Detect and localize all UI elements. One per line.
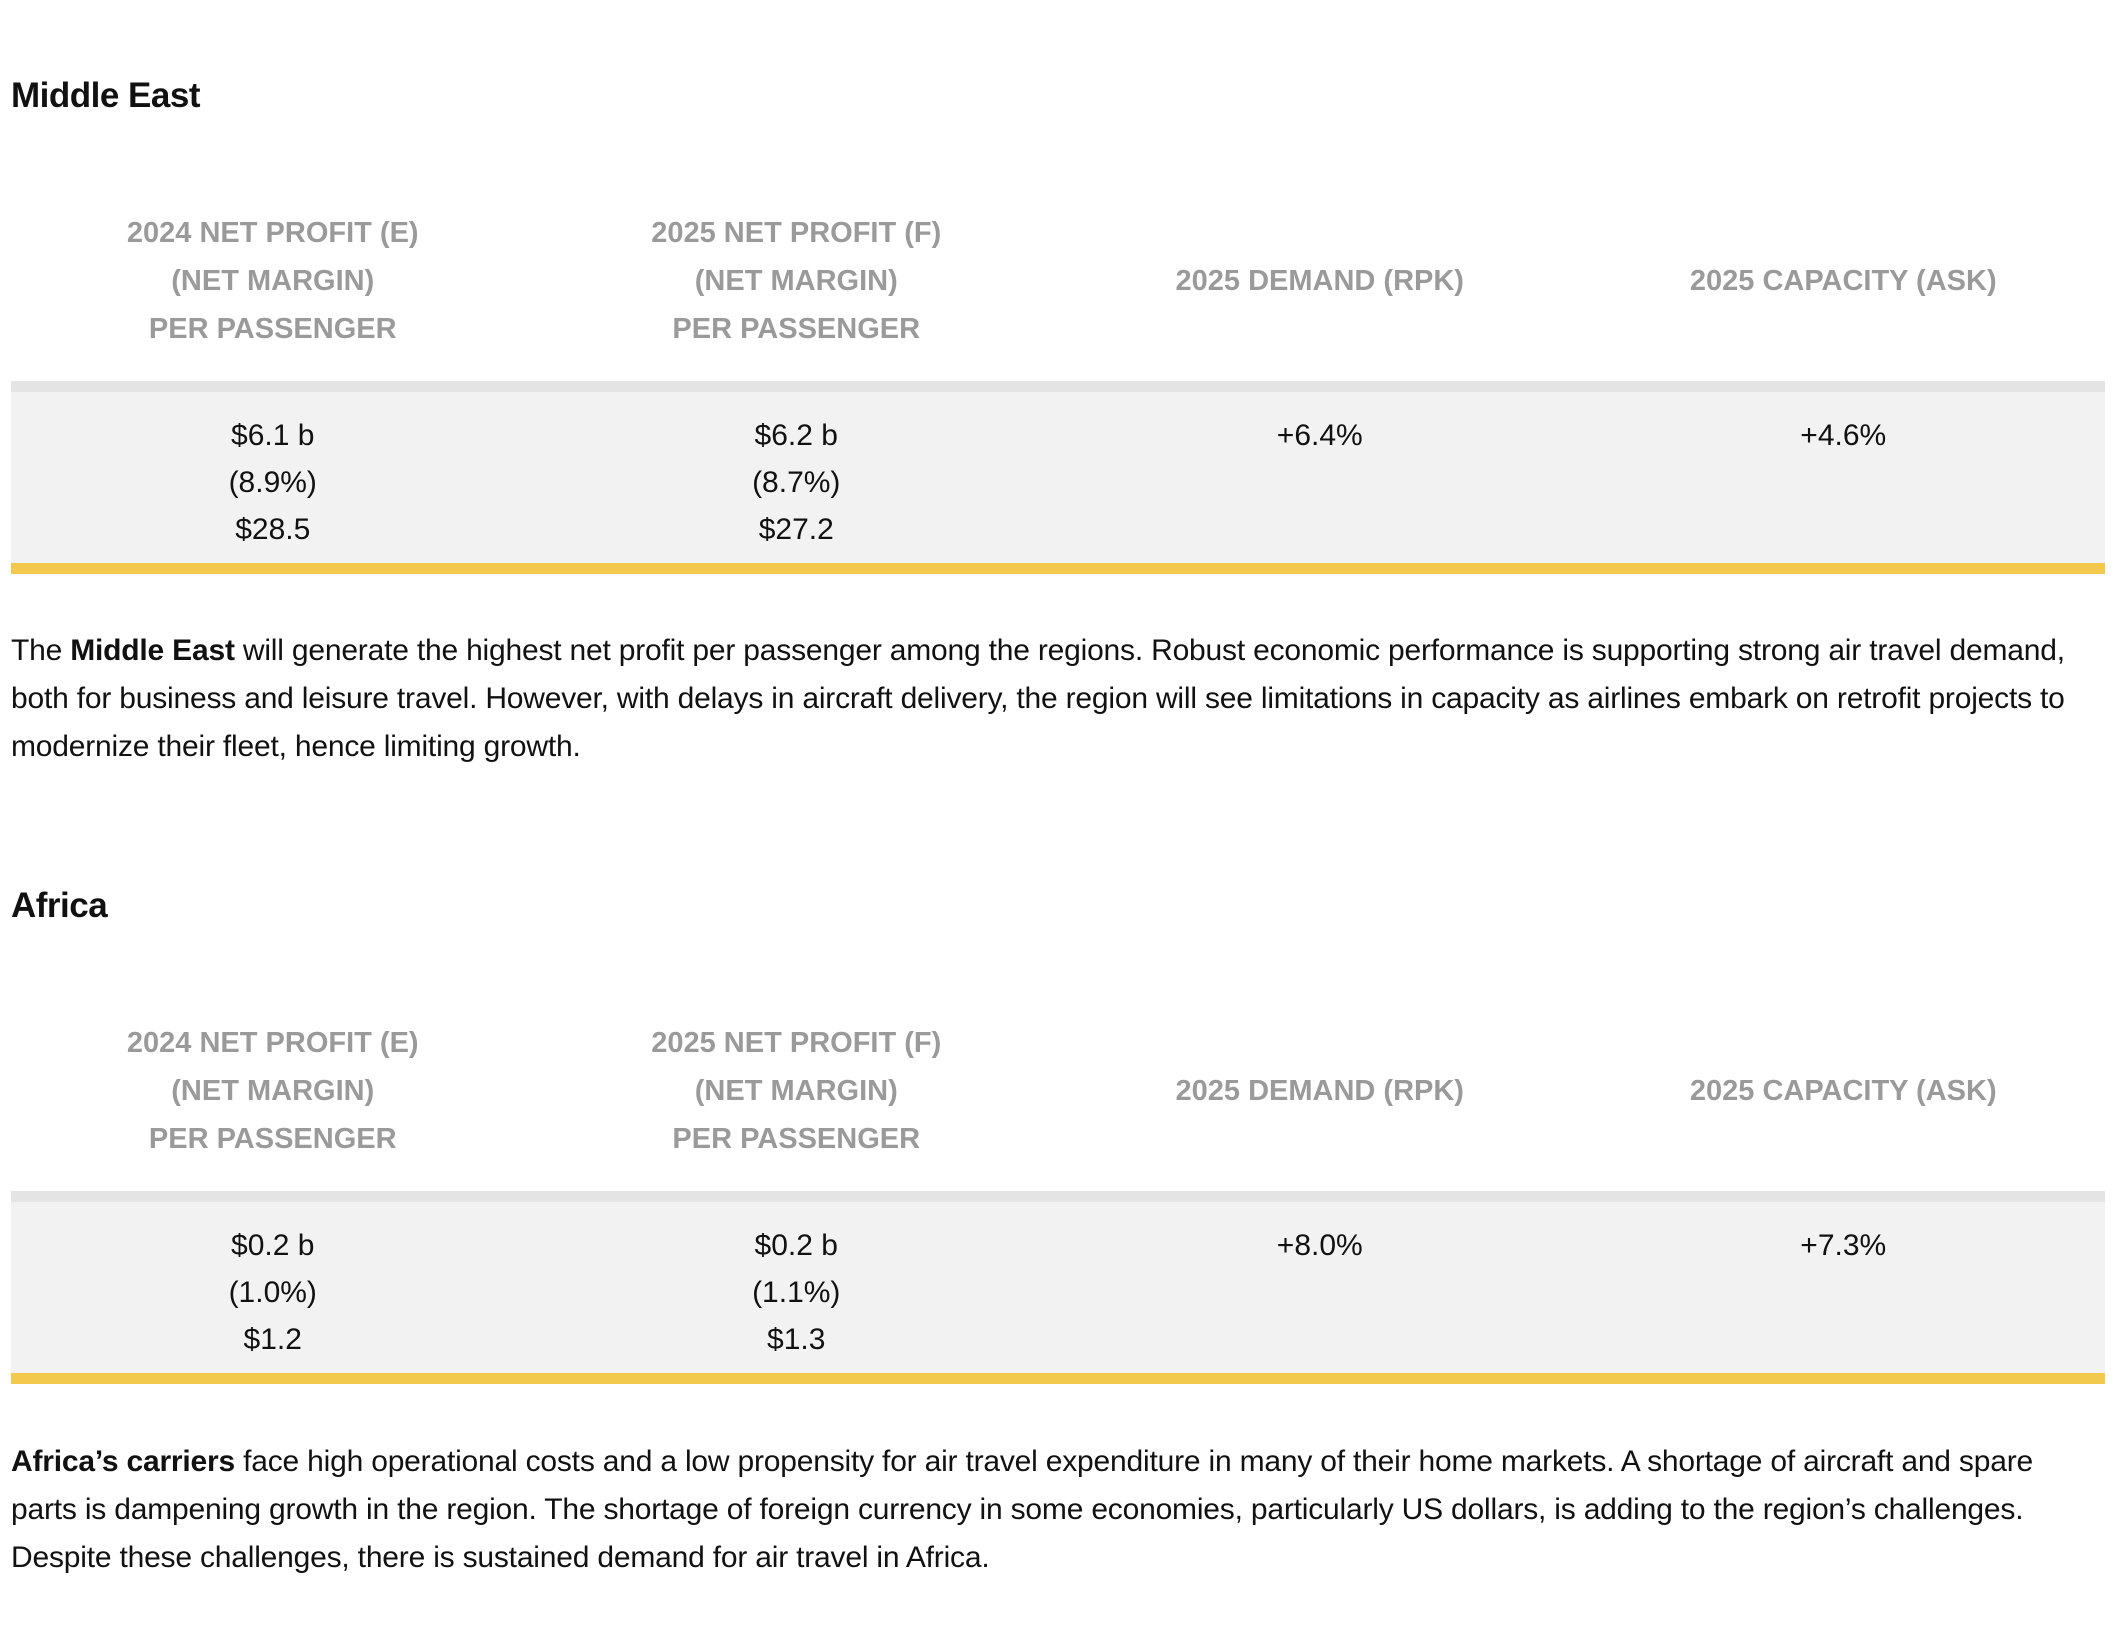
para-bold: Africa’s carriers	[11, 1445, 235, 1478]
value: (1.1%)	[752, 1276, 841, 1309]
cell-2024-profit: $0.2 b (1.0%) $1.2	[11, 1191, 535, 1384]
header-line: 2025 CAPACITY (ASK)	[1689, 1075, 1997, 1107]
cell-capacity: +7.3%	[1581, 1191, 2105, 1384]
para-bold: Middle East	[70, 634, 235, 667]
header-line: (NET MARGIN)	[171, 1075, 375, 1107]
value: $28.5	[235, 513, 311, 546]
value: $6.1 b	[231, 419, 315, 452]
value: (8.7%)	[752, 466, 841, 499]
value: $6.2 b	[754, 419, 838, 452]
value: +7.3%	[1800, 1229, 1887, 1262]
header-line: (NET MARGIN)	[694, 1075, 898, 1107]
header-line: 2025 CAPACITY (ASK)	[1689, 265, 1997, 297]
africa-paragraph: Africa’s carriers face high operational …	[11, 1438, 2105, 1582]
col-header-capacity: 2025 CAPACITY (ASK)	[1582, 991, 2106, 1197]
cell-demand: +8.0%	[1058, 1191, 1582, 1384]
header-line: PER PASSENGER	[148, 1123, 397, 1155]
section-title-africa: Africa	[11, 886, 108, 925]
cell-2025-profit: $6.2 b (8.7%) $27.2	[534, 381, 1058, 574]
value: $0.2 b	[231, 1229, 315, 1262]
middle-east-paragraph: The Middle East will generate the highes…	[11, 627, 2105, 771]
header-line: 2025 DEMAND (RPK)	[1175, 265, 1464, 297]
col-header-demand: 2025 DEMAND (RPK)	[1058, 991, 1582, 1197]
header-line: 2024 NET PROFIT (E)	[126, 217, 419, 249]
para-text: The	[11, 634, 71, 667]
value: (1.0%)	[228, 1276, 317, 1309]
para-text: will generate the highest net profit per…	[11, 634, 2065, 763]
value: +8.0%	[1276, 1229, 1363, 1262]
value: $1.2	[243, 1323, 302, 1356]
header-line: 2025 DEMAND (RPK)	[1175, 1075, 1464, 1107]
section-title-middle-east: Middle East	[11, 76, 200, 115]
cell-2024-profit: $6.1 b (8.9%) $28.5	[11, 381, 535, 574]
cell-demand: +6.4%	[1058, 381, 1582, 574]
table-row: $0.2 b (1.0%) $1.2 $0.2 b (1.1%) $1.3 +8.0% …	[11, 1191, 2105, 1384]
header-line: (NET MARGIN)	[171, 265, 375, 297]
header-line: PER PASSENGER	[672, 313, 921, 345]
col-header-demand: 2025 DEMAND (RPK)	[1058, 181, 1582, 387]
value: +4.6%	[1800, 419, 1887, 452]
header-line: PER PASSENGER	[148, 313, 397, 345]
col-header-2024-profit: 2024 NET PROFIT (E) (NET MARGIN) PER PASSE…	[11, 181, 535, 387]
header-line: 2025 NET PROFIT (F)	[651, 217, 942, 249]
col-header-2024-profit: 2024 NET PROFIT (E) (NET MARGIN) PER PASSE…	[11, 991, 535, 1197]
africa-table: 2024 NET PROFIT (E) (NET MARGIN) PER PASSE…	[11, 991, 2105, 1384]
header-line: PER PASSENGER	[672, 1123, 921, 1155]
cell-capacity: +4.6%	[1581, 381, 2105, 574]
value: $1.3	[767, 1323, 826, 1356]
col-header-2025-profit: 2025 NET PROFIT (F) (NET MARGIN) PER PASSE…	[535, 181, 1059, 387]
header-line: 2024 NET PROFIT (E)	[126, 1027, 419, 1059]
value: (8.9%)	[228, 466, 317, 499]
col-header-2025-profit: 2025 NET PROFIT (F) (NET MARGIN) PER PASSE…	[535, 991, 1059, 1197]
middle-east-table: 2024 NET PROFIT (E) (NET MARGIN) PER PASSE…	[11, 181, 2105, 574]
cell-2025-profit: $0.2 b (1.1%) $1.3	[534, 1191, 1058, 1384]
value: $0.2 b	[754, 1229, 838, 1262]
para-text: face high operational costs and a low pr…	[11, 1445, 2033, 1574]
header-line: 2025 NET PROFIT (F)	[651, 1027, 942, 1059]
value: +6.4%	[1276, 419, 1363, 452]
value: $27.2	[758, 513, 834, 546]
col-header-capacity: 2025 CAPACITY (ASK)	[1582, 181, 2106, 387]
header-line: (NET MARGIN)	[694, 265, 898, 297]
table-row: $6.1 b (8.9%) $28.5 $6.2 b (8.7%) $27.2 +6.4…	[11, 381, 2105, 574]
